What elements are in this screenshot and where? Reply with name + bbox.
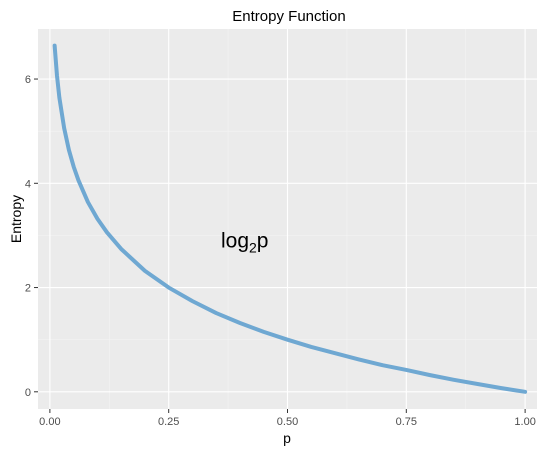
x-axis-title: p	[283, 430, 291, 446]
y-axis: 0 2 4 6	[25, 74, 38, 399]
annotation-suffix: p	[257, 230, 269, 253]
chart-title: Entropy Function	[232, 8, 345, 25]
entropy-series-line	[52, 43, 528, 394]
x-tick-label: 0.75	[396, 416, 417, 428]
x-tick-label: 0.25	[158, 416, 179, 428]
y-tick-label: 2	[25, 283, 31, 295]
x-tick-label: 1.00	[514, 416, 535, 428]
y-tick-label: 4	[25, 178, 31, 190]
x-tick-label: 0.00	[39, 416, 60, 428]
y-axis-title: Entropy	[8, 195, 24, 243]
log2p-annotation: log2p	[221, 230, 269, 256]
series-layer	[52, 43, 528, 394]
y-tick-label: 6	[25, 74, 31, 86]
x-axis: 0.00 0.25 0.50 0.75 1.00	[39, 409, 536, 428]
x-tick-label: 0.50	[277, 416, 298, 428]
y-tick-label: 0	[25, 387, 31, 399]
annotation-base: log	[221, 230, 249, 253]
major-gridlines	[38, 29, 537, 409]
annotation-subscript: 2	[249, 240, 257, 256]
